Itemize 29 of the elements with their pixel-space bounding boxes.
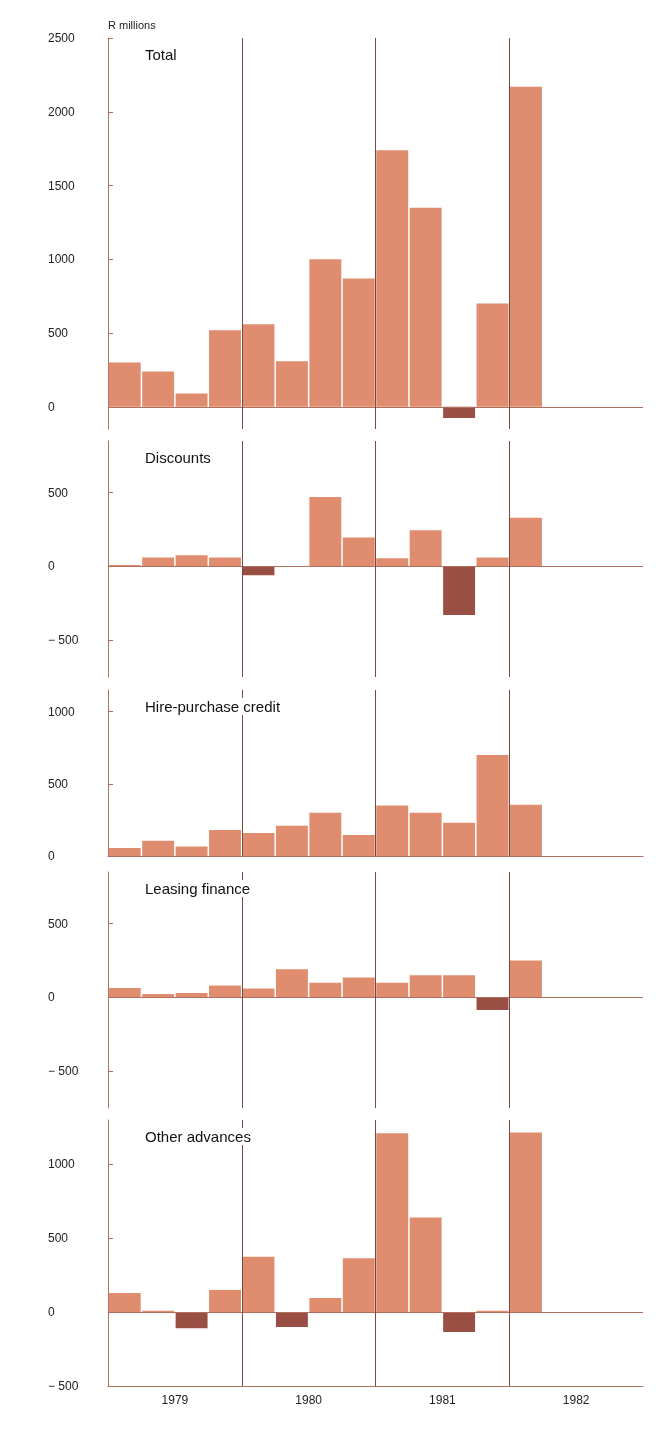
y-tick-label: 1000 bbox=[48, 252, 76, 267]
y-tick-label: 500 bbox=[48, 1231, 69, 1246]
y-tick-label: 1000 bbox=[48, 704, 76, 719]
text: Total bbox=[145, 46, 177, 63]
x-tick-label: 1981 bbox=[429, 1393, 457, 1408]
text: Discounts bbox=[145, 449, 211, 467]
y-tick-label: 0 bbox=[48, 559, 55, 574]
x-tick-label: 1982 bbox=[562, 1393, 590, 1408]
y-tick-label: 1000 bbox=[48, 1157, 76, 1172]
y-tick-label: 0 bbox=[48, 848, 55, 863]
y-tick-label: 500 bbox=[48, 326, 69, 341]
x-tick-label: 1980 bbox=[295, 1393, 323, 1408]
y-tick-label: 2500 bbox=[48, 31, 76, 45]
text: Hire-purchase credit bbox=[145, 697, 281, 715]
text: Other advances bbox=[145, 1128, 251, 1146]
y-axis-title: R millions bbox=[108, 18, 157, 31]
y-tick-label: 500 bbox=[48, 776, 69, 791]
y-tick-label: 500 bbox=[48, 486, 69, 501]
y-tick-label: − 500 bbox=[48, 633, 79, 648]
y-tick-label: 0 bbox=[48, 1305, 55, 1320]
y-tick-label: 1500 bbox=[48, 178, 76, 193]
y-tick-label: 500 bbox=[48, 916, 69, 931]
text: Leasing finance bbox=[145, 879, 251, 897]
y-tick-label: 2000 bbox=[48, 104, 76, 119]
y-tick-label: 0 bbox=[48, 399, 55, 414]
y-tick-label: − 500 bbox=[48, 1063, 79, 1078]
y-tick-label: − 500 bbox=[48, 1379, 79, 1394]
x-tick-label: 1979 bbox=[161, 1393, 189, 1408]
y-tick-label: 0 bbox=[48, 990, 55, 1005]
